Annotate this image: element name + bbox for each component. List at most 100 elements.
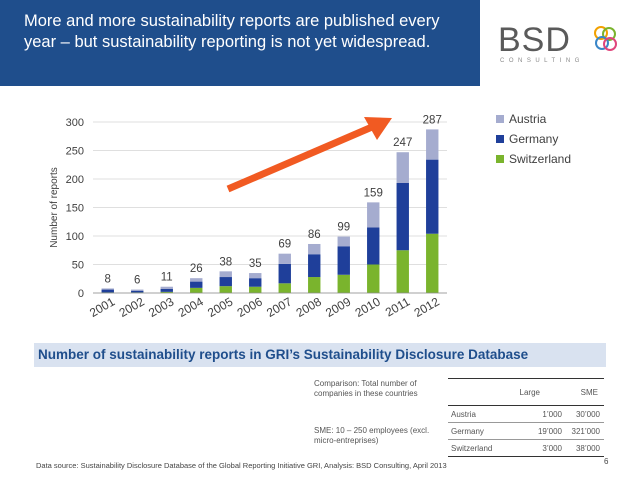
total-data-label: 69 <box>278 239 291 251</box>
country-cell: Austria <box>451 410 476 419</box>
x-tick-label: 2009 <box>323 294 353 320</box>
y-axis-label: Number of reports <box>49 167 60 248</box>
large-cell: 19’000 <box>537 427 562 436</box>
chart-caption: Number of sustainability reports in GRI’… <box>38 347 529 362</box>
sme-cell: 321’000 <box>571 427 600 436</box>
bar-germany-2011 <box>396 182 409 251</box>
total-data-label: 26 <box>190 263 203 275</box>
company-comparison-table: Large SME Austria 1’000 30’000 Germany 1… <box>448 378 604 457</box>
x-tick-label: 2005 <box>205 294 235 320</box>
x-tick-label: 2001 <box>87 294 117 320</box>
total-data-label: 247 <box>393 137 412 149</box>
y-tick-label: 200 <box>66 174 84 186</box>
page-number: 6 <box>604 457 609 466</box>
legend-swatch-germany <box>496 135 504 143</box>
bar-germany-2009 <box>337 246 350 275</box>
large-cell: 3’000 <box>542 444 562 453</box>
table-header: Large SME <box>448 378 604 406</box>
bar-germany-2007 <box>278 263 291 284</box>
bar-switzerland-2006 <box>249 286 262 293</box>
total-data-label: 287 <box>423 114 442 126</box>
bar-germany-2001 <box>101 289 114 293</box>
bar-austria-2001 <box>101 288 114 290</box>
y-tick-label: 50 <box>72 260 84 272</box>
bar-switzerland-2008 <box>308 277 321 293</box>
column-header-large: Large <box>519 388 540 397</box>
title-banner: More and more sustainability reports are… <box>0 0 480 86</box>
x-tick-label: 2007 <box>264 294 294 320</box>
country-cell: Germany <box>451 427 484 436</box>
table-row: Switzerland 3’000 38’000 <box>448 440 604 457</box>
legend-label-germany: Germany <box>509 132 558 146</box>
y-tick-label: 100 <box>66 231 84 243</box>
total-data-label: 35 <box>249 258 262 270</box>
y-tick-label: 150 <box>66 203 84 215</box>
x-tick-label: 2008 <box>294 294 324 320</box>
legend-label-switzerland: Switzerland <box>509 152 571 166</box>
bar-germany-2010 <box>367 227 380 265</box>
slide-title: More and more sustainability reports are… <box>24 12 440 51</box>
bar-austria-2012 <box>426 129 439 160</box>
column-header-sme: SME <box>580 388 598 397</box>
x-tick-label: 2003 <box>146 294 176 320</box>
bar-germany-2005 <box>219 277 232 287</box>
y-tick-label: 300 <box>66 117 84 129</box>
logo-rings-icon <box>594 26 617 51</box>
bar-austria-2006 <box>249 273 262 279</box>
logo-subtext: CONSULTING <box>500 58 584 64</box>
total-data-label: 159 <box>364 187 383 199</box>
bar-switzerland-2003 <box>160 291 173 293</box>
bar-germany-2004 <box>190 281 203 288</box>
bar-germany-2002 <box>131 290 144 293</box>
company-logo: BSD CONSULTING <box>498 20 610 66</box>
bar-austria-2003 <box>160 286 173 290</box>
bar-switzerland-2010 <box>367 264 380 293</box>
sme-cell: 30’000 <box>575 410 600 419</box>
reports-stacked-bar-chart: 0 50 100 150 200 250 300 Number of reports 8 2001… <box>49 112 571 320</box>
total-data-label: 99 <box>337 222 350 234</box>
x-tick-label: 2011 <box>383 294 413 319</box>
legend-swatch-austria <box>496 115 504 123</box>
x-tick-label: 2002 <box>117 294 147 320</box>
bar-switzerland-2007 <box>278 283 291 293</box>
bar-austria-2002 <box>131 289 144 291</box>
y-tick-label: 0 <box>78 288 84 300</box>
sme-definition: SME: 10 – 250 employees (excl. micro-ent… <box>314 426 430 445</box>
sme-cell: 38’000 <box>575 444 600 453</box>
bar-austria-2009 <box>337 236 350 247</box>
x-tick-label: 2006 <box>235 294 265 320</box>
total-data-label: 8 <box>105 273 111 285</box>
legend-label-austria: Austria <box>509 112 547 126</box>
bar-austria-2011 <box>396 152 409 183</box>
total-data-label: 11 <box>161 272 173 284</box>
bar-germany-2012 <box>426 159 439 234</box>
bar-switzerland-2012 <box>426 233 439 293</box>
logo-text: BSD <box>498 21 571 59</box>
table-row: Austria 1’000 30’000 <box>448 406 604 423</box>
trend-arrow-shaft <box>226 123 374 193</box>
bar-austria-2005 <box>219 271 232 278</box>
legend-swatch-switzerland <box>496 155 504 163</box>
comparison-label: Comparison: Total number of companies in… <box>314 379 418 398</box>
bar-switzerland-2005 <box>219 286 232 293</box>
total-data-label: 38 <box>219 256 232 268</box>
bar-switzerland-2011 <box>396 250 409 293</box>
bar-austria-2007 <box>278 253 291 264</box>
bar-austria-2010 <box>367 202 380 228</box>
large-cell: 1’000 <box>542 410 562 419</box>
country-cell: Switzerland <box>451 444 493 453</box>
x-tick-label: 2012 <box>412 294 442 320</box>
bar-germany-2003 <box>160 289 173 292</box>
bar-germany-2006 <box>249 278 262 287</box>
data-source-note: Data source: Sustainability Disclosure D… <box>36 461 447 470</box>
total-data-label: 6 <box>134 275 140 287</box>
bar-switzerland-2009 <box>337 274 350 293</box>
x-tick-label: 2010 <box>353 294 383 320</box>
bar-germany-2008 <box>308 254 321 278</box>
x-tick-label: 2004 <box>176 294 206 320</box>
total-data-label: 86 <box>308 229 321 241</box>
table-row: Germany 19’000 321’000 <box>448 423 604 440</box>
chart-caption-bar: Number of sustainability reports in GRI’… <box>34 343 606 367</box>
bar-austria-2004 <box>190 278 203 282</box>
y-tick-label: 250 <box>66 146 84 158</box>
